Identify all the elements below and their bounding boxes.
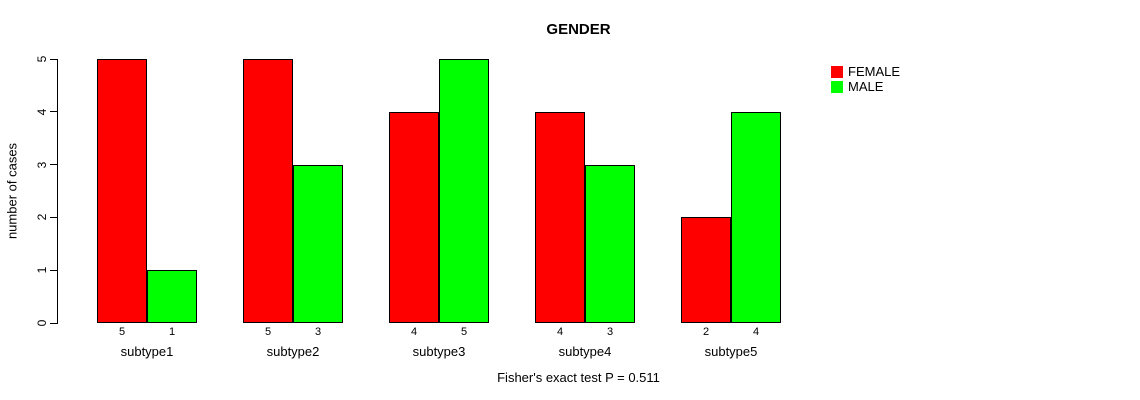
legend: FEMALE MALE [831, 64, 900, 94]
legend-label: MALE [848, 79, 884, 94]
y-tick-label: 4 [35, 108, 49, 116]
category-label-subtype2: subtype2 [266, 344, 320, 359]
y-tick-mark [50, 58, 57, 60]
category-label-subtype3: subtype3 [412, 344, 466, 359]
category-label-subtype1: subtype1 [120, 344, 174, 359]
bar-value-label: 3 [606, 326, 614, 338]
bar-value-label: 4 [556, 326, 564, 338]
chart-title: GENDER [546, 21, 611, 38]
bar-value-label: 4 [410, 326, 418, 338]
y-tick-label: 5 [35, 55, 49, 63]
legend-swatch-male [831, 80, 843, 93]
bar-subtype3-female [389, 111, 439, 323]
bar-subtype4-male [585, 164, 635, 323]
bar-subtype3-male [439, 59, 489, 323]
bar-value-label: 5 [264, 326, 272, 338]
y-tick-label: 1 [35, 266, 49, 274]
y-axis [57, 59, 58, 324]
y-tick-mark [50, 269, 57, 271]
y-tick-mark [50, 322, 57, 324]
bar-subtype5-female [681, 217, 731, 323]
y-tick-mark [50, 111, 57, 113]
bar-subtype5-male [731, 111, 781, 323]
bar-subtype1-female [97, 59, 147, 323]
bar-value-label: 5 [118, 326, 126, 338]
bar-subtype2-male [293, 164, 343, 323]
caption: Fisher's exact test P = 0.511 [497, 370, 660, 385]
y-axis-label: number of cases [4, 142, 20, 240]
bar-subtype1-male [147, 270, 197, 323]
y-tick-mark [50, 164, 57, 166]
y-tick-mark [50, 216, 57, 218]
category-label-subtype4: subtype4 [558, 344, 612, 359]
bar-value-label: 4 [752, 326, 760, 338]
legend-row-female: FEMALE [831, 64, 900, 79]
y-tick-label: 3 [35, 161, 49, 168]
bar-value-label: 1 [168, 326, 176, 338]
y-tick-label: 0 [35, 319, 49, 327]
y-tick-label: 2 [35, 214, 49, 221]
category-label-subtype5: subtype5 [704, 344, 758, 359]
legend-swatch-female [831, 65, 843, 78]
bar-subtype4-female [535, 111, 585, 323]
bar-value-label: 3 [314, 326, 322, 338]
bar-value-label: 5 [460, 326, 468, 338]
bar-value-label: 2 [702, 326, 710, 338]
legend-row-male: MALE [831, 79, 900, 94]
legend-label: FEMALE [848, 64, 901, 79]
bar-subtype2-female [243, 59, 293, 323]
